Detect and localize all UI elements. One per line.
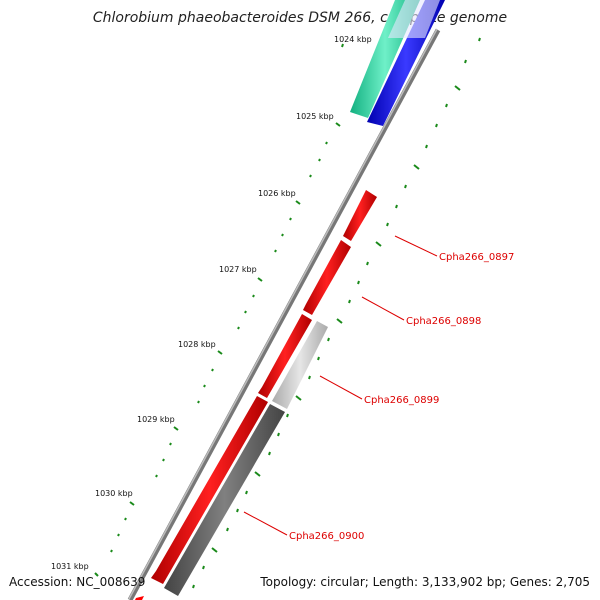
gene-shape-dark [164,404,285,596]
kbp-label-1026: 1026 kbp [258,189,296,198]
kbp-label-1030: 1030 kbp [95,489,133,498]
gene-label-cpha266-0900: Cpha266_0900 [289,531,364,542]
kbp-label-1024: 1024 kbp [334,35,372,44]
outer-ruler-ticks [94,43,344,577]
gene-shape-cpha266-0898 [303,240,351,315]
kbp-labels: 1024 kbp 1025 kbp 1026 kbp 1027 kbp 1028… [51,35,372,571]
cds-highlight [388,0,440,38]
gene-shape-cpha266-0899 [258,314,312,398]
gene-shape-cpha266-0897 [343,190,377,241]
gene-shape-gray [272,321,328,409]
gene-shape-cpha266-0900 [151,396,268,584]
accession-label: Accession: NC_008639 [9,575,146,589]
gene-labels: Cpha266_0897 Cpha266_0898 Cpha266_0899 C… [289,252,514,542]
gene-leader-lines [243,235,438,536]
kbp-label-1031: 1031 kbp [51,562,89,571]
gene-label-cpha266-0898: Cpha266_0898 [406,316,481,327]
kbp-label-1028: 1028 kbp [178,340,216,349]
kbp-label-1029: 1029 kbp [137,415,175,424]
topology-label: Topology: circular; Length: 3,133,902 bp… [260,575,590,589]
inner-ruler-ticks [192,37,481,589]
genome-backbone [127,28,441,600]
gene-label-cpha266-0897: Cpha266_0897 [439,252,514,263]
kbp-label-1025: 1025 kbp [296,112,334,121]
kbp-label-1027: 1027 kbp [219,265,257,274]
gene-label-cpha266-0899: Cpha266_0899 [364,395,439,406]
